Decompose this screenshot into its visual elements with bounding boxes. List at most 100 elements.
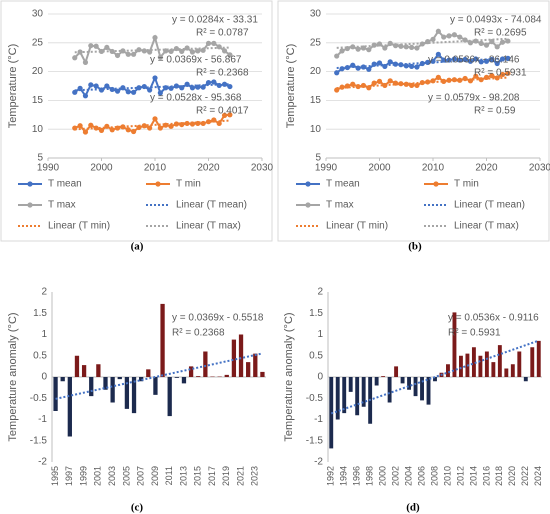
bar bbox=[96, 364, 101, 377]
data-point bbox=[499, 56, 506, 62]
x-tick-label: 2013 bbox=[178, 466, 188, 486]
data-point bbox=[141, 123, 147, 129]
y-tick-label: 0.5 bbox=[309, 350, 323, 361]
data-point bbox=[451, 77, 457, 83]
bar bbox=[536, 340, 541, 377]
data-point bbox=[195, 120, 201, 127]
data-point bbox=[77, 49, 83, 55]
data-point bbox=[355, 65, 361, 71]
data-point bbox=[227, 112, 233, 118]
data-point bbox=[179, 121, 185, 128]
data-point bbox=[77, 85, 83, 91]
data-point bbox=[221, 48, 228, 54]
bar bbox=[400, 377, 405, 384]
x-tick-label: 2030 bbox=[251, 163, 274, 174]
y-tick-label: -0.5 bbox=[30, 393, 48, 404]
data-point bbox=[339, 84, 345, 90]
data-point bbox=[200, 120, 206, 127]
data-point bbox=[382, 45, 388, 51]
bar bbox=[335, 377, 340, 420]
data-point bbox=[446, 77, 452, 83]
x-tick-label: 1999 bbox=[78, 466, 88, 486]
data-point bbox=[82, 129, 89, 135]
y-tick-label: 30 bbox=[310, 9, 322, 20]
x-tick-label: 1994 bbox=[339, 466, 349, 486]
data-point bbox=[376, 78, 383, 84]
data-point bbox=[200, 84, 206, 90]
data-point bbox=[163, 122, 169, 128]
y-tick-label: 0.5 bbox=[33, 350, 47, 361]
data-point bbox=[98, 87, 105, 93]
data-point bbox=[376, 41, 383, 47]
data-point bbox=[157, 125, 163, 131]
data-point bbox=[419, 60, 425, 67]
data-point bbox=[398, 43, 404, 49]
data-point bbox=[125, 127, 131, 133]
bar bbox=[517, 351, 522, 377]
y-tick-label: -1 bbox=[38, 414, 47, 425]
legend-marker bbox=[155, 181, 161, 187]
legend-label: T mean bbox=[326, 179, 360, 190]
legend-label: T mean bbox=[48, 179, 82, 190]
data-point bbox=[334, 53, 340, 59]
data-point bbox=[82, 93, 89, 99]
data-point bbox=[376, 60, 383, 66]
data-point bbox=[184, 120, 190, 127]
data-point bbox=[114, 88, 121, 94]
data-point bbox=[131, 128, 137, 135]
data-point bbox=[462, 56, 468, 63]
bar bbox=[196, 376, 201, 377]
x-tick-label: 2002 bbox=[390, 466, 400, 486]
y-tick-label: 20 bbox=[32, 66, 44, 77]
data-point bbox=[173, 45, 179, 52]
data-point bbox=[478, 77, 484, 83]
bar bbox=[374, 377, 379, 386]
x-tick-label: 2010 bbox=[144, 163, 167, 174]
x-tick-label: 1998 bbox=[365, 466, 375, 486]
y-tick-label: -2 bbox=[314, 457, 323, 468]
data-point bbox=[366, 85, 372, 91]
data-point bbox=[366, 47, 372, 53]
bar bbox=[167, 377, 172, 417]
annotation: R² = 0.5931 bbox=[448, 328, 501, 339]
x-tick-label: 1990 bbox=[37, 163, 60, 174]
x-tick-label: 2000 bbox=[368, 163, 391, 174]
y-tick-label: -2 bbox=[38, 457, 47, 468]
data-point bbox=[136, 47, 142, 53]
data-point bbox=[152, 75, 158, 81]
y-tick-label: 10 bbox=[310, 124, 322, 135]
trendline bbox=[55, 352, 263, 400]
data-point bbox=[473, 38, 479, 44]
legend-label: Linear (T mean) bbox=[454, 200, 525, 211]
x-tick-label: 2030 bbox=[529, 163, 550, 174]
bar bbox=[246, 362, 251, 377]
data-point bbox=[489, 39, 495, 45]
data-point bbox=[179, 48, 185, 55]
data-point bbox=[435, 28, 441, 34]
legend-label: Linear (T max) bbox=[454, 221, 519, 232]
data-point bbox=[409, 82, 415, 89]
bar bbox=[131, 377, 137, 414]
data-point bbox=[98, 48, 105, 55]
data-point bbox=[344, 45, 350, 52]
data-point bbox=[387, 59, 393, 65]
x-tick-label: 2000 bbox=[90, 163, 113, 174]
data-point bbox=[403, 44, 409, 50]
data-point bbox=[72, 125, 78, 131]
data-point bbox=[430, 58, 436, 64]
data-point bbox=[147, 125, 153, 131]
data-point bbox=[499, 71, 506, 78]
y-axis-label: Temperature (°C) bbox=[285, 44, 297, 128]
data-point bbox=[387, 40, 393, 46]
data-point bbox=[168, 85, 174, 91]
x-tick-label: 2010 bbox=[442, 466, 452, 486]
data-point bbox=[136, 124, 142, 131]
bar bbox=[420, 377, 424, 401]
bar bbox=[523, 377, 528, 382]
caption: (a) bbox=[131, 241, 144, 253]
data-point bbox=[355, 83, 361, 90]
y-axis-label: Temperature (°C) bbox=[7, 44, 19, 128]
data-point bbox=[163, 85, 169, 91]
data-point bbox=[457, 77, 463, 83]
y-tick-label: 10 bbox=[32, 124, 44, 135]
